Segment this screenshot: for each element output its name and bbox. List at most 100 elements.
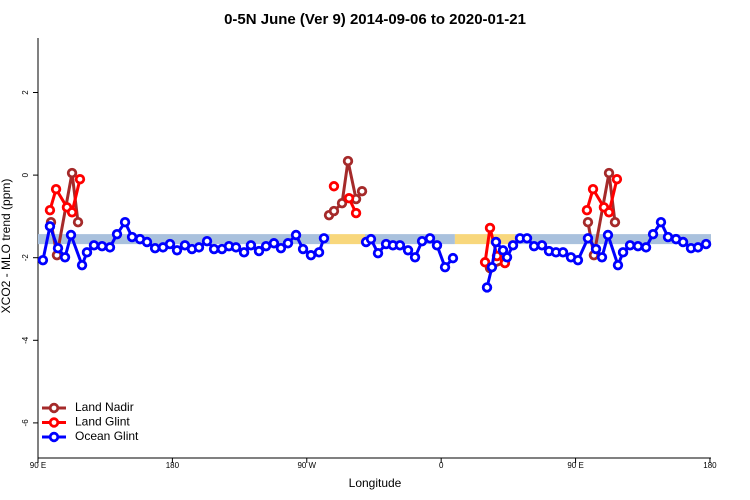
data-point <box>587 183 599 195</box>
legend-label: Land Nadir <box>75 400 134 414</box>
reference-band <box>514 234 711 245</box>
data-point <box>44 205 56 216</box>
data-point <box>521 233 533 244</box>
data-point <box>74 174 86 185</box>
data-point <box>342 155 354 167</box>
reference-band <box>38 234 330 245</box>
data-point <box>72 216 84 228</box>
data-point <box>88 240 100 251</box>
data-point <box>536 240 548 251</box>
data-point <box>238 247 250 258</box>
data-point <box>313 247 325 258</box>
legend-label: Land Glint <box>75 415 130 429</box>
legend-marker <box>48 402 60 414</box>
data-point <box>193 242 205 253</box>
data-point <box>394 240 406 251</box>
reference-band <box>365 234 455 245</box>
data-point <box>501 252 513 263</box>
y-tick-label: 2 <box>21 90 30 95</box>
data-point <box>52 243 64 254</box>
data-point <box>365 233 377 245</box>
data-point <box>662 231 674 243</box>
data-point <box>447 252 459 264</box>
x-axis-label: Longitude <box>349 476 402 490</box>
data-point <box>297 243 309 255</box>
data-point <box>612 259 624 271</box>
data-point <box>282 238 294 249</box>
data-point <box>484 222 496 234</box>
data-point <box>424 233 436 244</box>
reference-band <box>454 234 515 245</box>
data-point <box>350 207 362 219</box>
data-point <box>632 240 644 252</box>
data-point <box>647 228 659 240</box>
data-point <box>402 245 414 256</box>
data-point <box>490 236 502 248</box>
data-point <box>96 240 108 252</box>
y-tick-label: 0 <box>21 172 30 177</box>
data-point <box>328 205 340 217</box>
data-point <box>104 242 116 253</box>
data-point <box>245 240 257 251</box>
y-tick-label: -6 <box>21 419 30 427</box>
data-point <box>141 236 153 248</box>
data-point <box>609 216 621 228</box>
chart-title: 0-5N June (Ver 9) 2014-09-06 to 2020-01-… <box>224 11 526 28</box>
data-point <box>66 207 78 218</box>
legend-marker <box>48 431 60 443</box>
data-point <box>318 233 330 244</box>
x-tick-label: 180 <box>703 461 717 470</box>
legend-marker <box>48 417 60 428</box>
data-point <box>409 252 421 263</box>
data-point <box>171 245 183 256</box>
data-point <box>596 252 608 263</box>
data-point <box>208 243 220 255</box>
data-point <box>59 252 71 263</box>
x-tick-label: 90 W <box>297 461 316 470</box>
data-point <box>253 245 265 257</box>
legend-label: Ocean Glint <box>75 429 139 443</box>
x-tick-label: 0 <box>439 461 444 470</box>
x-tick-label: 90 E <box>567 461 583 470</box>
data-point <box>557 247 569 258</box>
data-point <box>230 242 242 253</box>
data-point <box>507 240 519 251</box>
data-point <box>268 238 280 249</box>
data-point <box>582 233 594 244</box>
data-point <box>111 228 123 240</box>
data-point <box>119 216 131 228</box>
data-point <box>290 229 302 241</box>
data-point <box>603 167 615 179</box>
data-point <box>81 247 93 258</box>
reference-band <box>329 234 366 245</box>
data-point <box>431 240 443 251</box>
data-point <box>481 282 493 293</box>
data-point <box>692 242 704 253</box>
data-point <box>65 229 77 241</box>
data-point <box>677 236 689 248</box>
x-tick-label: 90 E <box>30 461 46 470</box>
data-point <box>582 216 594 228</box>
data-point <box>260 240 272 252</box>
y-axis-label: XCO2 - MLO trend (ppm) <box>0 179 13 314</box>
data-point <box>624 240 636 251</box>
data-point <box>164 238 176 250</box>
data-point <box>305 250 317 261</box>
y-tick-label: -4 <box>21 336 30 344</box>
data-point <box>76 259 88 271</box>
data-point <box>66 167 78 179</box>
data-point <box>50 183 62 195</box>
data-point <box>640 242 652 253</box>
data-point <box>336 197 348 209</box>
data-point <box>126 231 138 243</box>
data-point <box>343 193 355 204</box>
data-point <box>439 262 451 273</box>
data-point <box>356 186 368 197</box>
data-point <box>486 262 498 273</box>
data-point <box>275 243 287 254</box>
y-tick-label: -2 <box>21 254 30 262</box>
x-tick-label: 180 <box>166 461 180 470</box>
data-point <box>479 257 491 268</box>
data-point <box>611 174 623 185</box>
